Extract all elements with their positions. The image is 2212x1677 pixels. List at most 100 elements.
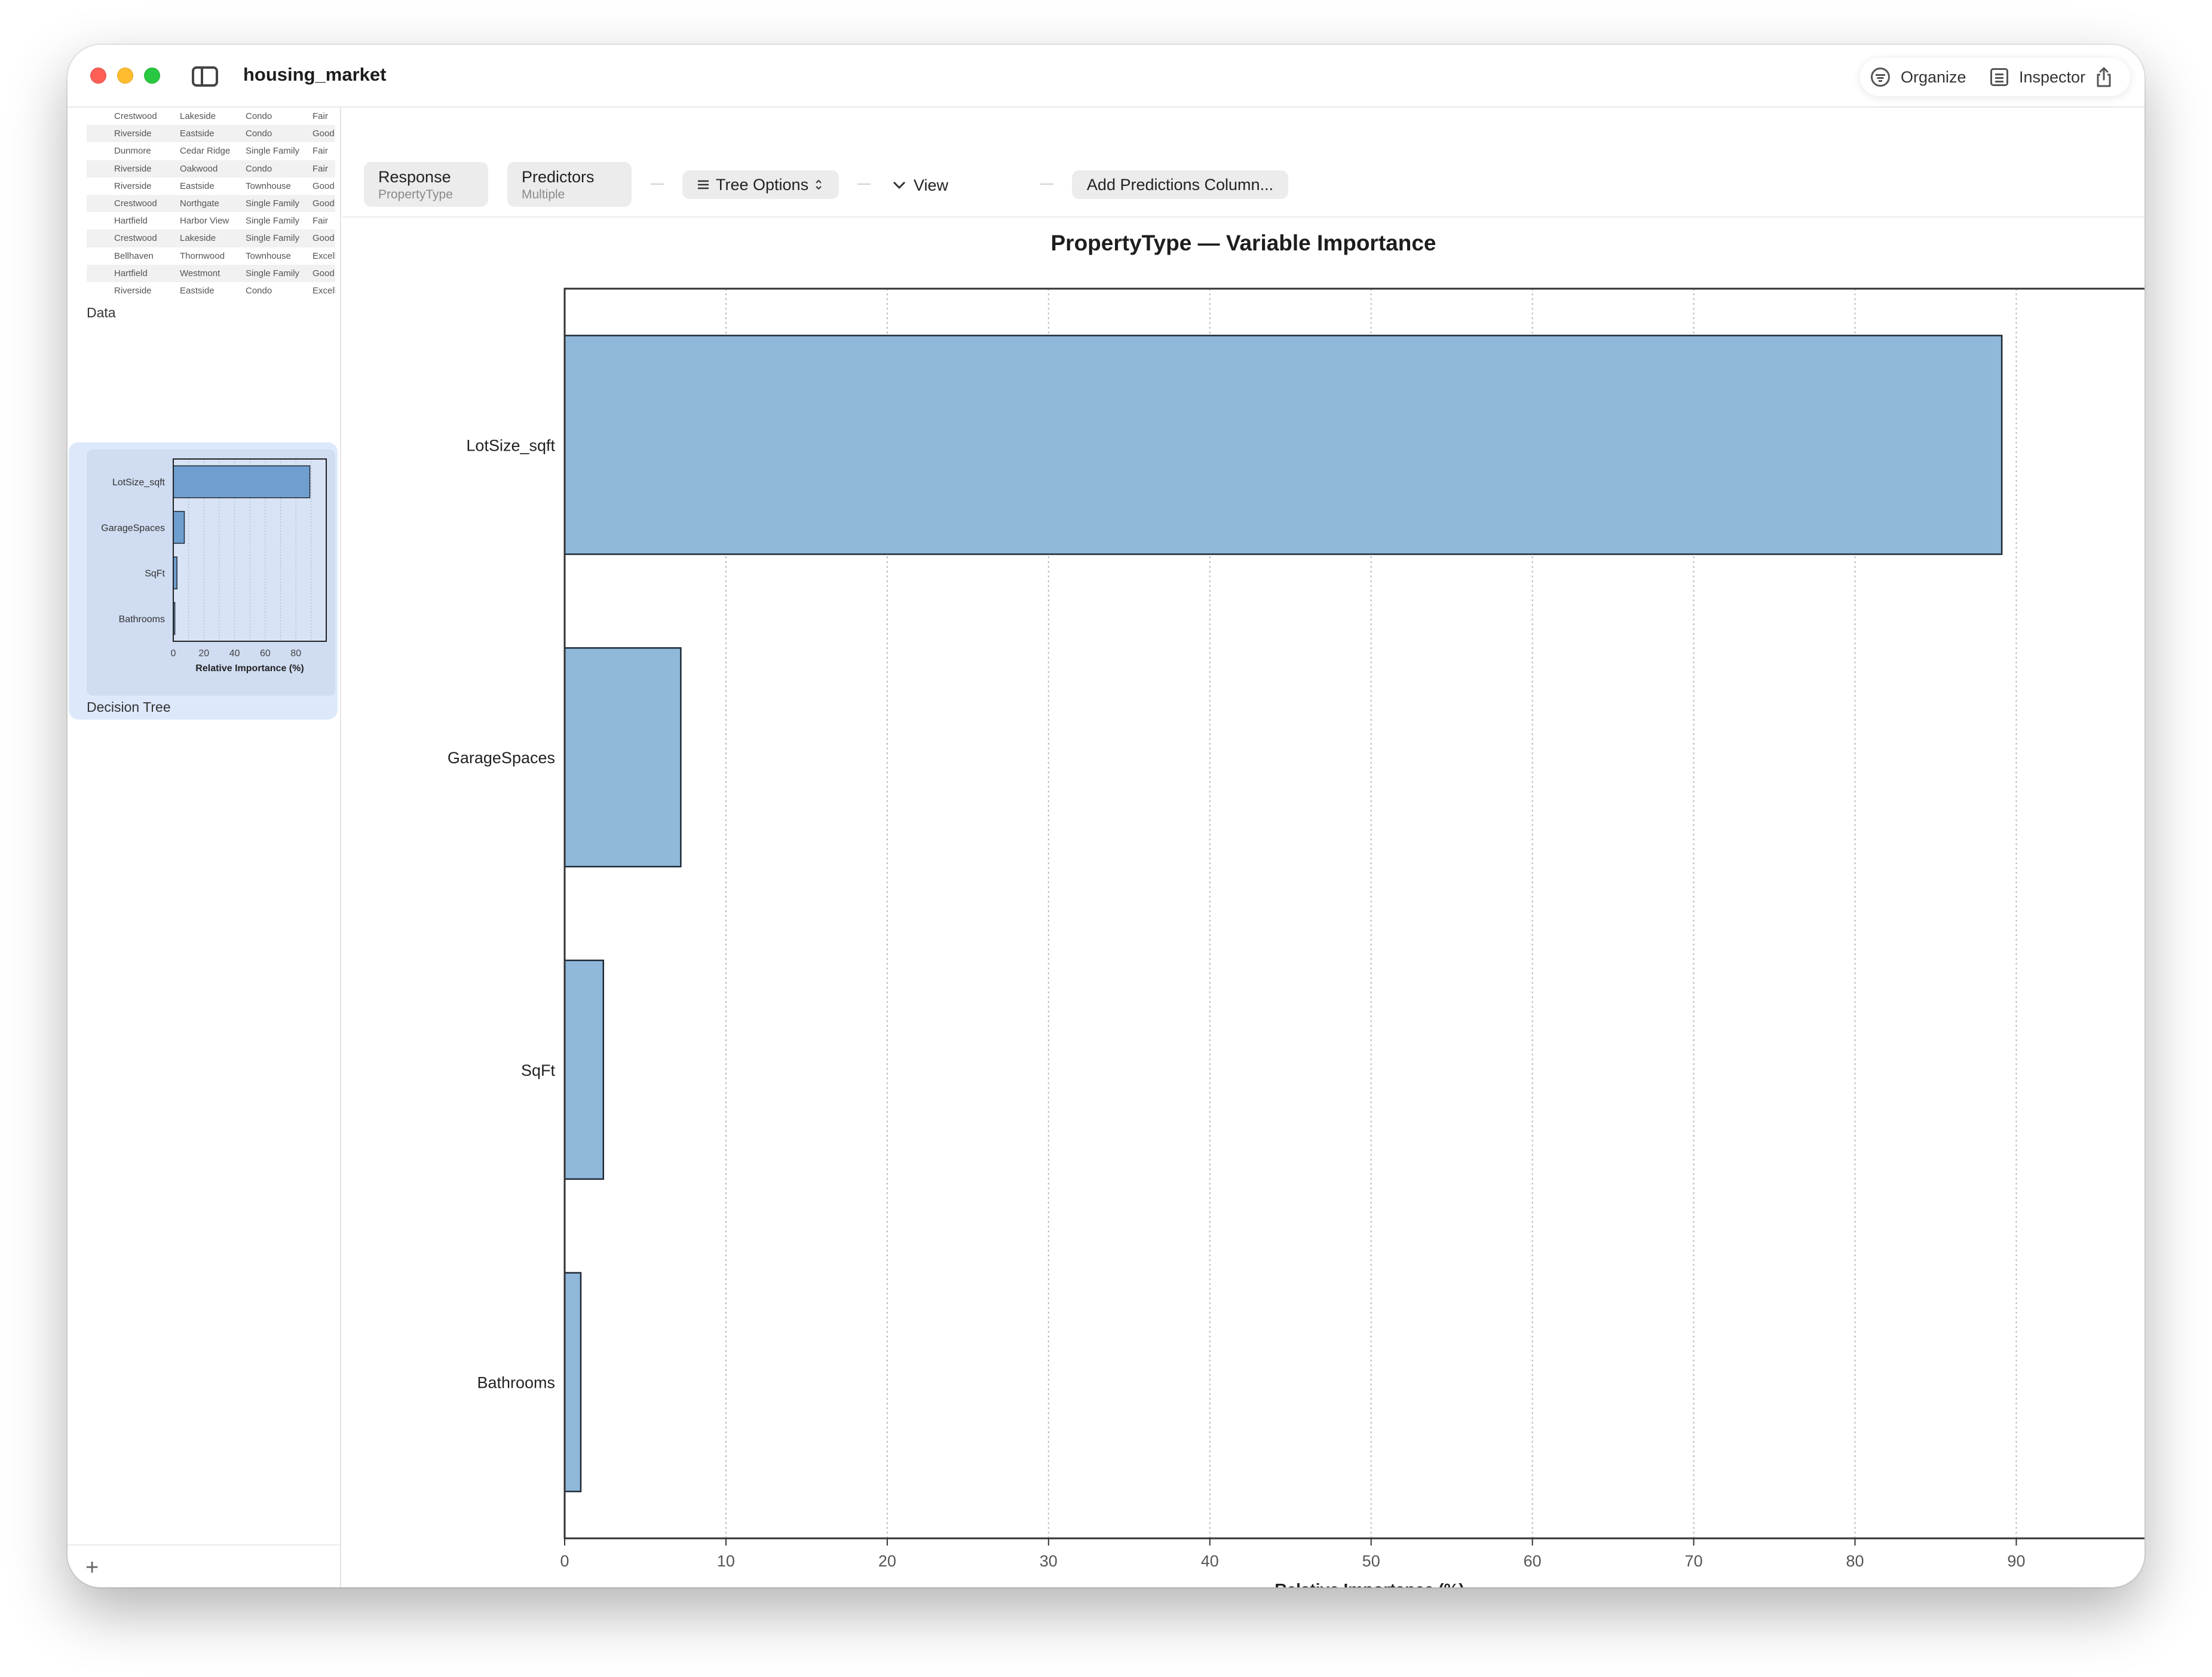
table-row: Riverside Eastside Condo Excell	[87, 282, 335, 298]
toolbar-separator	[1040, 183, 1053, 185]
table-cell: Good	[313, 180, 335, 191]
table-cell: Townhouse	[246, 250, 291, 261]
table-cell: Condo	[246, 285, 272, 296]
table-row: Crestwood Lakeside Condo Fair	[87, 108, 335, 125]
decision-tree-label: Decision Tree	[87, 699, 171, 715]
tree-options-button[interactable]: Tree Options	[682, 170, 839, 199]
minimize-window-button[interactable]	[117, 68, 133, 84]
thumb-category-label: Bathrooms	[119, 614, 165, 625]
table-cell: Single Family	[242, 194, 309, 213]
response-value: PropertyType	[378, 188, 453, 201]
table-cell: Northgate	[176, 194, 242, 213]
x-tick-label: 70	[1685, 1552, 1703, 1570]
table-row: Crestwood Northgate Single Family Good	[87, 194, 335, 213]
row-header-cell	[87, 282, 111, 298]
table-cell: Bellhaven	[114, 250, 154, 261]
main-content: Response PropertyType Predictors Multipl…	[342, 108, 2144, 1587]
table-cell: Eastside	[176, 125, 242, 143]
table-cell: Single Family	[242, 264, 309, 282]
table-cell: Riverside	[114, 285, 152, 296]
table-cell: Harbor View	[180, 216, 229, 227]
sidebar-footer: +	[68, 1544, 340, 1587]
decision-tree-card[interactable]: LotSize_sqft GarageSpaces SqFt Bathrooms 0 20…	[69, 442, 338, 720]
x-tick-label: 30	[1040, 1552, 1058, 1570]
table-cell: Fair	[313, 111, 328, 122]
close-window-button[interactable]	[90, 68, 106, 84]
table-cell: Crestwood	[111, 229, 176, 247]
row-header-cell	[87, 247, 111, 265]
x-tick-label: 90	[2007, 1552, 2025, 1570]
chart-area: PropertyType — Variable Importance 0 10 20…	[342, 219, 2144, 1587]
row-header-cell	[87, 212, 111, 229]
table-cell: Fair	[309, 160, 335, 178]
table-cell: Lakeside	[180, 111, 216, 122]
chart-title: PropertyType — Variable Importance	[1050, 231, 1436, 255]
sidebar: Crestwood Lakeside Condo Fair Riverside Easts…	[68, 108, 341, 1587]
thumbnail-chart: LotSize_sqft GarageSpaces SqFt Bathrooms 0 20…	[101, 458, 327, 674]
table-cell: Fair	[313, 146, 328, 157]
table-cell: Crestwood	[111, 194, 176, 213]
x-tick-label: 10	[717, 1552, 735, 1570]
table-cell: Good	[309, 125, 335, 143]
thumb-bar	[173, 510, 185, 544]
table-row: Riverside Oakwood Condo Fair	[87, 160, 335, 178]
window-title: housing_market	[243, 64, 387, 85]
add-sheet-button[interactable]: +	[85, 1555, 99, 1580]
inspector-label: Inspector	[2019, 68, 2086, 86]
model-toolbar: Response PropertyType Predictors Multipl…	[342, 108, 2144, 218]
table-cell: Single Family	[246, 216, 300, 227]
table-cell: Eastside	[180, 285, 215, 296]
thumb-category-label: LotSize_sqft	[112, 478, 166, 488]
table-row: Crestwood Lakeside Single Family Good	[87, 229, 335, 247]
thumb-category-label: GarageSpaces	[101, 523, 165, 533]
sidebar-toggle-icon[interactable]	[192, 66, 218, 87]
share-button[interactable]	[2095, 58, 2113, 96]
row-header-cell	[87, 264, 111, 282]
bar-garagespaces	[563, 647, 682, 868]
chevron-down-icon	[893, 181, 906, 189]
table-cell: Eastside	[180, 180, 215, 191]
add-predictions-label: Add Predictions Column...	[1086, 175, 1274, 194]
table-cell: Westmont	[176, 264, 242, 282]
title-bar: housing_market Organize Inspector	[68, 45, 2144, 108]
table-row: Bellhaven Thornwood Townhouse Excell	[87, 247, 335, 265]
table-cell: Good	[309, 194, 335, 213]
organize-button[interactable]: Organize	[1871, 58, 1966, 96]
table-cell: Crestwood	[114, 111, 157, 122]
row-header-cell	[87, 229, 111, 247]
table-row: Hartfield Harbor View Single Family Fair	[87, 212, 335, 229]
table-cell: Fair	[313, 216, 328, 227]
toolbar-separator	[857, 183, 871, 185]
table-cell: Lakeside	[176, 229, 242, 247]
table-cell: Riverside	[114, 180, 152, 191]
table-cell: Condo	[242, 160, 309, 178]
x-tick-label: 80	[1846, 1552, 1864, 1570]
response-label: Response	[378, 168, 451, 186]
thumb-x-tick-label: 0	[171, 648, 176, 659]
predictors-selector[interactable]: Predictors Multiple	[507, 162, 632, 207]
variable-importance-chart: 0 10 20 30 40 50 60 70 80 90 LotSize_sqft GarageSpa…	[448, 287, 2144, 1587]
inspector-button[interactable]: Inspector	[1990, 58, 2085, 96]
table-cell: Thornwood	[180, 250, 225, 261]
table-cell: Single Family	[242, 229, 309, 247]
view-button[interactable]: View	[892, 173, 948, 197]
thumb-category-label: SqFt	[145, 569, 165, 579]
zoom-window-button[interactable]	[144, 68, 160, 84]
table-row: Dunmore Cedar Ridge Single Family Fair	[87, 142, 335, 160]
table-cell: Good	[309, 229, 335, 247]
data-thumbnail[interactable]: Crestwood Lakeside Condo Fair Riverside Easts…	[87, 108, 335, 298]
table-cell: Cedar Ridge	[180, 146, 231, 157]
row-header-cell	[87, 160, 111, 178]
table-cell: Townhouse	[246, 180, 291, 191]
table-cell: Riverside	[111, 160, 176, 178]
x-tick-label: 0	[560, 1552, 569, 1570]
table-cell: Excell	[313, 250, 335, 261]
thumb-x-tick-label: 60	[260, 648, 271, 659]
row-header-cell	[87, 142, 111, 160]
y-category-label: GarageSpaces	[448, 749, 555, 767]
row-header-cell	[87, 194, 111, 213]
add-predictions-column-button[interactable]: Add Predictions Column...	[1072, 170, 1288, 199]
tree-options-label: Tree Options	[716, 175, 809, 194]
table-cell: Excell	[313, 285, 335, 296]
response-selector[interactable]: Response PropertyType	[364, 162, 488, 207]
